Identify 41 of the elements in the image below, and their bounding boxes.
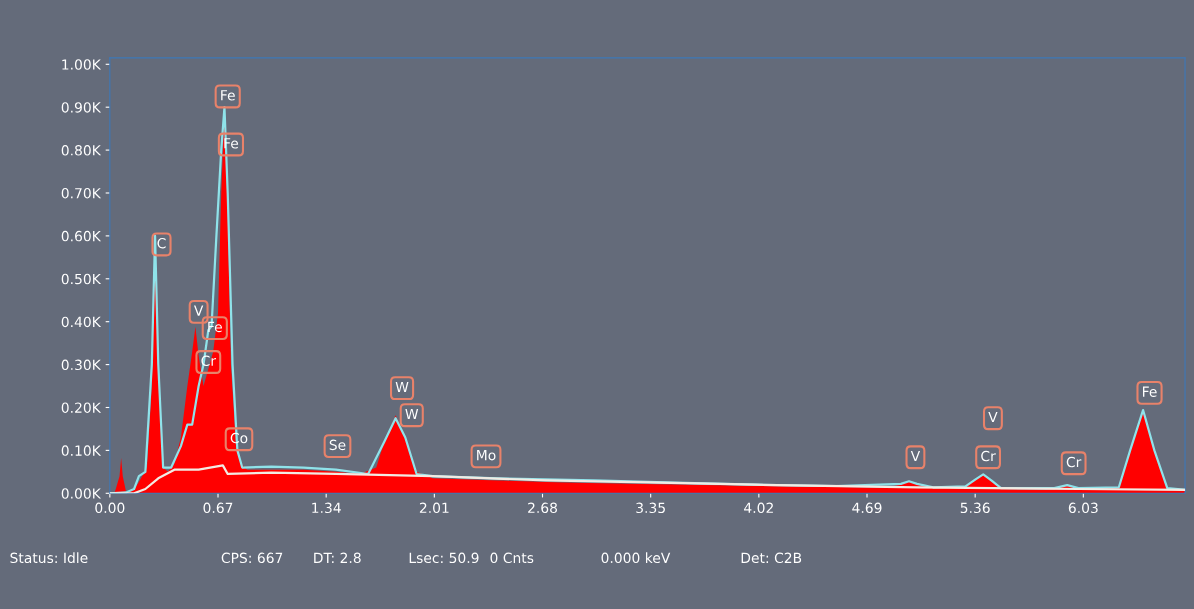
text: 0 Cnts	[490, 552, 534, 564]
x-tick-label: 3.35	[636, 502, 665, 514]
annotation: V	[988, 411, 998, 423]
y-tick-label: 0.50K	[61, 273, 102, 285]
annotation: Se	[329, 439, 346, 451]
text: Status: Idle	[10, 552, 88, 564]
annotation: W	[395, 381, 409, 393]
x-tick-label: 0.67	[203, 502, 233, 514]
y-tick-label: 0.40K	[61, 316, 102, 328]
annotation: V	[910, 450, 921, 462]
x-tick-label: 5.36	[960, 502, 990, 514]
x-tick-label: 4.02	[744, 502, 773, 514]
y-tick-label: 0.20K	[61, 402, 102, 413]
text: CPS: 667	[221, 552, 283, 564]
y-tick-label: 0.60K	[61, 230, 102, 242]
x-tick-label: 6.03	[1068, 502, 1098, 514]
text: Det: C2B	[741, 552, 802, 564]
y-tick-label: 0.10K	[61, 445, 102, 456]
y-tick-label: 0.00K	[61, 488, 102, 499]
annotation: Cr	[1066, 456, 1082, 468]
x-tick-label: 4.69	[852, 502, 882, 514]
annotation: Fe	[1143, 386, 1157, 397]
annotation: V	[194, 305, 204, 316]
text: 0.000 keV	[601, 552, 671, 564]
annotation: W	[405, 408, 419, 420]
annotation: Mo	[477, 450, 496, 461]
text: Lsec: 50.9	[409, 552, 479, 564]
y-tick-label: 0.90K	[61, 102, 102, 113]
annotation: C	[157, 237, 166, 249]
x-tick-label: 2.01	[419, 502, 449, 514]
y-tick-label: 0.30K	[61, 359, 102, 371]
annotation: Fe	[221, 90, 235, 101]
y-tick-label: 0.70K	[61, 187, 102, 199]
x-tick-label: 1.34	[312, 502, 341, 514]
x-tick-label: 0.00	[95, 502, 125, 514]
x-tick-label: 2.68	[528, 502, 558, 514]
annotation: Cr	[981, 450, 996, 462]
annotation: Fe	[208, 321, 222, 333]
text: DT: 2.8	[314, 552, 361, 564]
y-tick-label: 0.80K	[61, 145, 102, 156]
y-tick-label: 1.00K	[62, 59, 102, 70]
